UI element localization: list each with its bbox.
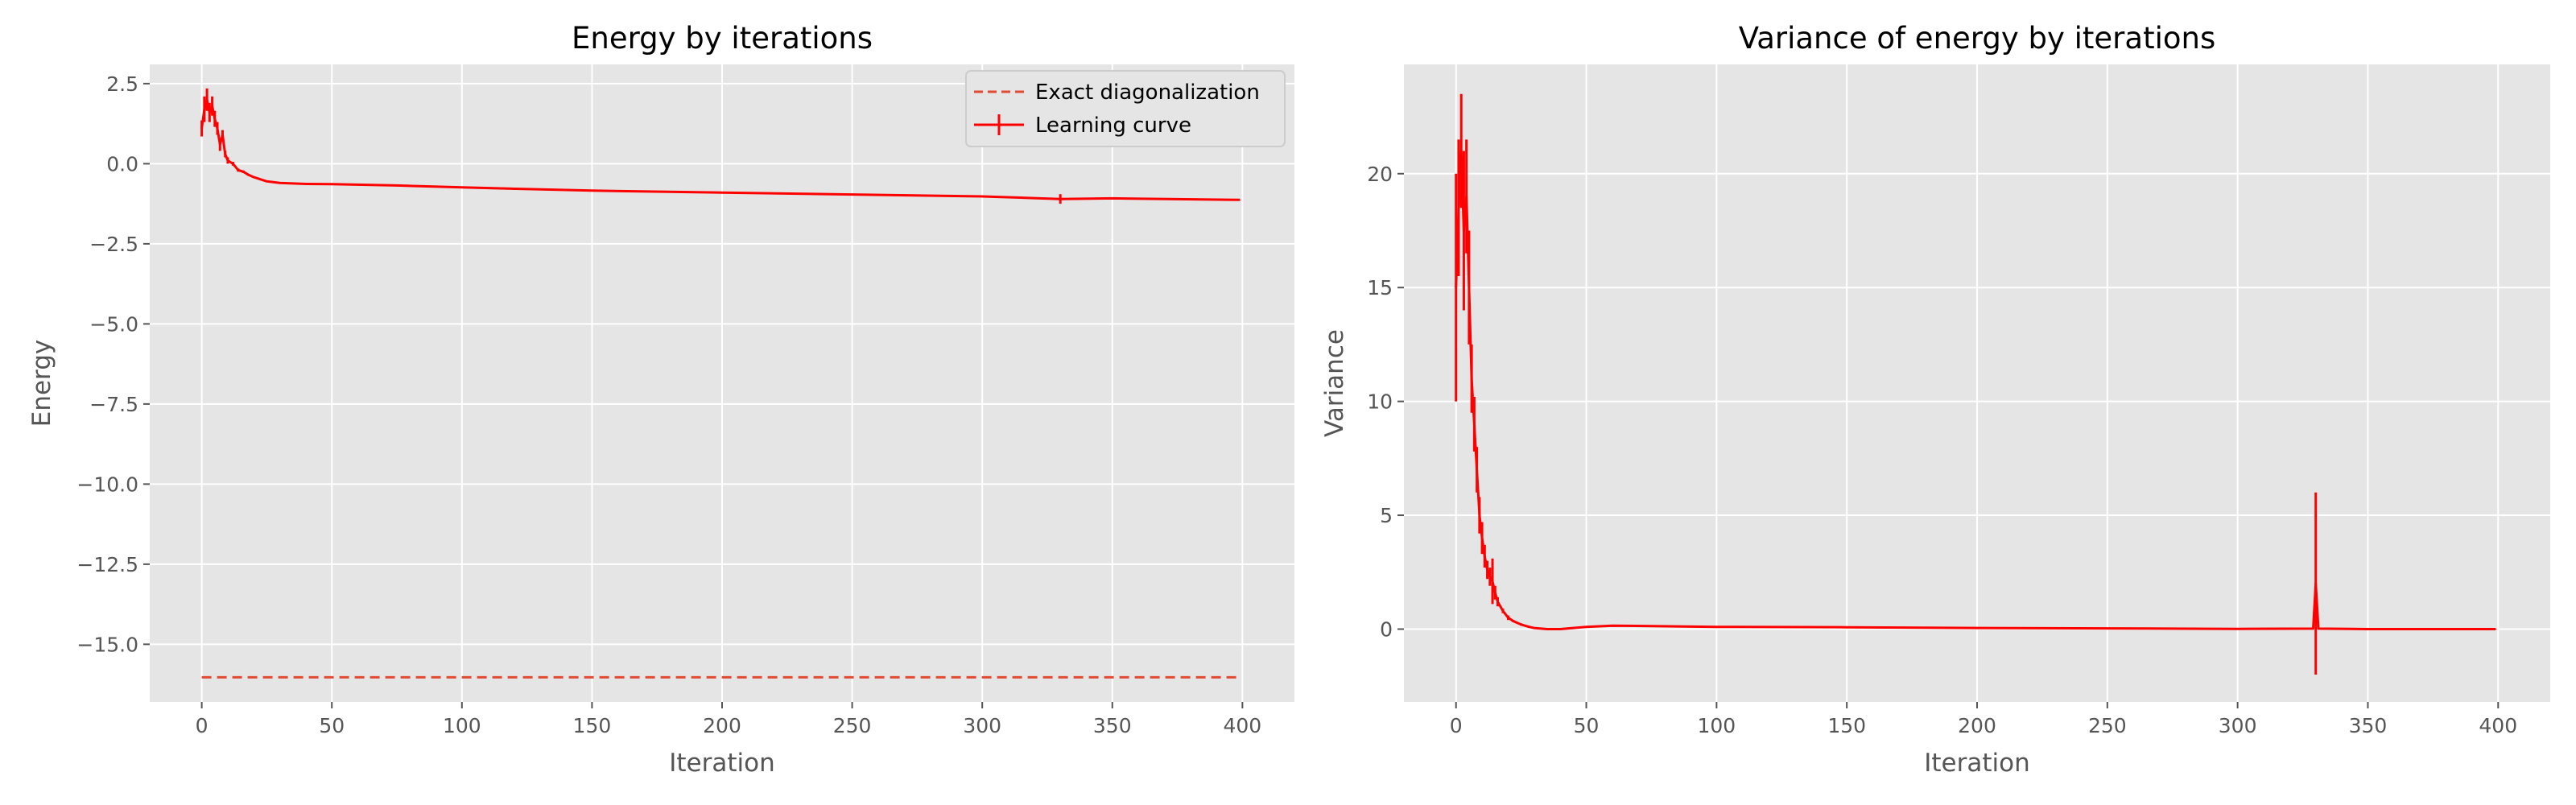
energy-y-tick-label: −2.5 [89, 233, 138, 256]
energy-x-tick-label: 0 [196, 714, 208, 737]
variance-x-axis-label: Iteration [1924, 749, 2030, 778]
energy-y-tick-label: −15.0 [76, 633, 138, 656]
energy-y-tick-label: −12.5 [76, 553, 138, 576]
variance-x-tick-label: 100 [1698, 714, 1736, 737]
energy-x-tick-label: 50 [319, 714, 345, 737]
energy-legend: Exact diagonalization Learning curve [965, 70, 1286, 147]
variance-chart-title: Variance of energy by iterations [1739, 21, 2215, 56]
energy-y-tick-label: 0.0 [106, 152, 138, 175]
energy-x-tick-label: 100 [443, 714, 481, 737]
legend-box [965, 70, 1286, 147]
energy-y-tick-label: −10.0 [76, 473, 138, 496]
energy-x-tick-label: 300 [963, 714, 1001, 737]
variance-y-axis-label: Variance [1320, 329, 1349, 437]
energy-chart-title: Energy by iterations [572, 21, 873, 56]
variance-series-layer [1455, 93, 2497, 675]
energy-x-axis-label: Iteration [669, 749, 775, 778]
variance-y-tick-label: 15 [1367, 276, 1393, 299]
legend-label-exact-diagonalization: Exact diagonalization [1035, 80, 1260, 105]
energy-x-tick-label: 150 [573, 714, 612, 737]
variance-x-tick-label: 350 [2349, 714, 2388, 737]
energy-x-tick-label: 250 [833, 714, 872, 737]
legend-label-learning-curve: Learning curve [1035, 114, 1191, 138]
energy-chart: 0 50 100 150 200 250 300 350 400 2.5 0.0 −2.5 −5.0 −7… [27, 21, 1294, 778]
variance-x-tick-label: 50 [1574, 714, 1600, 737]
energy-x-tick-label: 350 [1093, 714, 1132, 737]
energy-x-tick-label: 200 [703, 714, 741, 737]
energy-x-tick-label: 400 [1224, 714, 1262, 737]
variance-x-tick-label: 0 [1450, 714, 1463, 737]
variance-y-tick-label: 0 [1380, 617, 1393, 641]
energy-grid [150, 64, 1294, 702]
energy-tick-layer: 0 50 100 150 200 250 300 350 400 2.5 0.0 −2.5 −5.0 −7… [76, 72, 1261, 737]
energy-y-tick-label: 2.5 [106, 72, 138, 96]
energy-y-tick-label: −7.5 [89, 393, 138, 416]
variance-x-tick-label: 400 [2479, 714, 2517, 737]
variance-y-tick-label: 10 [1367, 390, 1393, 414]
energy-series-layer [200, 88, 1241, 679]
variance-x-tick-label: 250 [2088, 714, 2127, 737]
variance-x-tick-label: 300 [2219, 714, 2257, 737]
energy-y-axis-label: Energy [27, 340, 56, 427]
variance-y-tick-label: 20 [1367, 163, 1393, 186]
energy-y-tick-label: −5.0 [89, 312, 138, 336]
variance-x-tick-label: 150 [1827, 714, 1866, 737]
variance-x-tick-label: 200 [1958, 714, 1996, 737]
variance-y-tick-label: 5 [1380, 504, 1393, 527]
